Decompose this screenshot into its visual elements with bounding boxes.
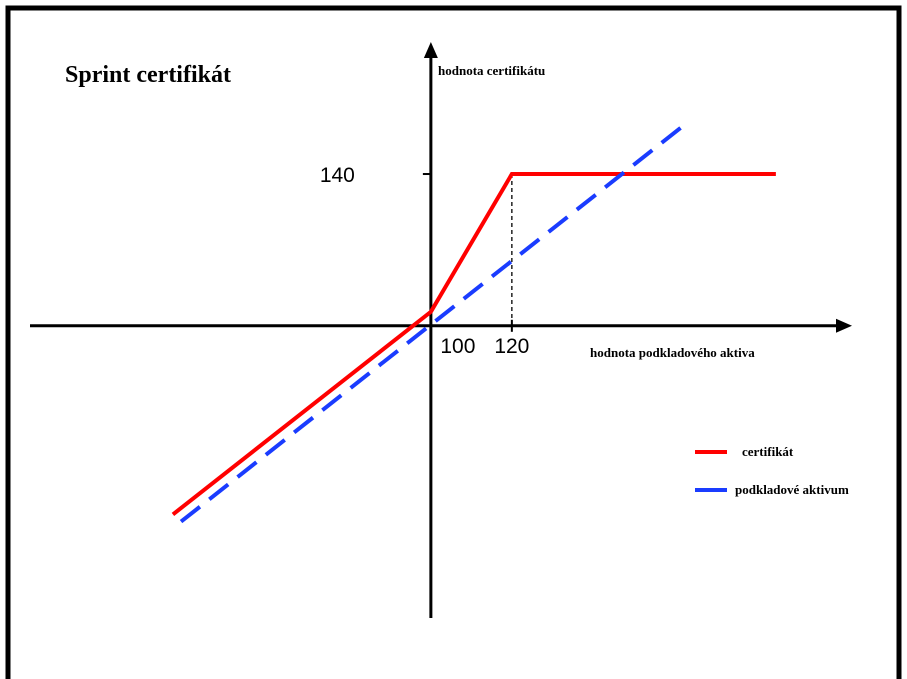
legend-label: certifikát [742,444,794,459]
plot: 100 120 140 certifikát podkladové aktivum [30,42,852,618]
x-tick-label: 120 [494,335,529,358]
x-axis-arrow [836,318,852,333]
y-tick-label: 140 [320,164,355,187]
legend-label: podkladové aktivum [735,482,849,497]
series-line [171,172,776,516]
y-axis-label: hodnota certifikátu [438,63,545,78]
frame [5,5,902,679]
x-tick-label: 100 [440,335,475,358]
x-axis-label: hodnota podkladového aktiva [590,345,755,360]
y-axis-arrow [423,42,438,58]
series-line [179,120,690,524]
chart-title: Sprint certifikát [65,62,231,88]
